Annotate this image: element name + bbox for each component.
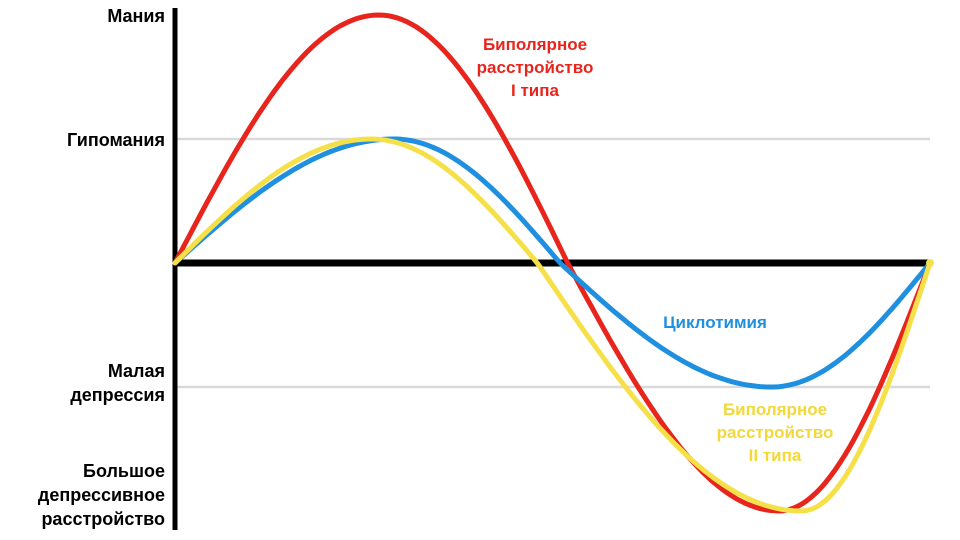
series-label-cyclothymia: Циклотимия [663, 313, 767, 332]
series-label-bipolar-1: Биполярное расстройство I типа [476, 35, 594, 100]
axis-label-major-depression: Большое депрессивное расстройство [37, 461, 165, 529]
series-label-bipolar-2: Биполярное расстройство II типа [716, 400, 834, 465]
axis-label-mania: Мания [107, 6, 165, 26]
axis-label-minor-depression: Малая депрессия [70, 361, 165, 405]
axis-label-hypomania: Гипомания [67, 130, 165, 150]
